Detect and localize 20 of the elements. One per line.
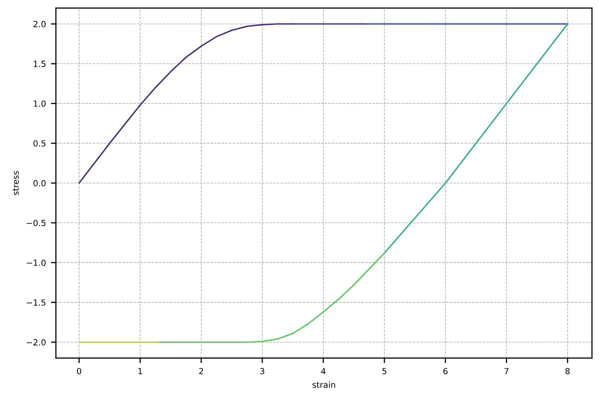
x-tick-label: 2 [199, 368, 204, 374]
y-tick-label: −1.5 [26, 299, 46, 306]
y-tick-label: −2.0 [26, 339, 46, 346]
y-tick-label: 0.0 [33, 180, 46, 186]
y-tick-label: 0.5 [33, 140, 46, 147]
y-tick-label: 1.5 [34, 60, 46, 67]
x-tick-label: 4 [321, 368, 326, 374]
y-axis-title: stress [12, 171, 19, 195]
y-tick-label: −1.0 [26, 260, 46, 266]
x-tick-label: 6 [443, 368, 448, 374]
x-axis-title: strain [312, 381, 336, 388]
x-tick-label: 5 [382, 368, 386, 374]
x-tick-label: 1 [138, 368, 142, 374]
x-tick-label: 3 [260, 368, 264, 374]
y-tick-label: −0.5 [26, 220, 46, 226]
x-tick-label: 8 [565, 368, 570, 374]
y-tick-label: 1.0 [34, 100, 46, 107]
y-tick-label: 2.0 [34, 20, 46, 28]
x-tick-label: 0 [76, 368, 82, 374]
x-tick-label: 7 [504, 368, 508, 374]
